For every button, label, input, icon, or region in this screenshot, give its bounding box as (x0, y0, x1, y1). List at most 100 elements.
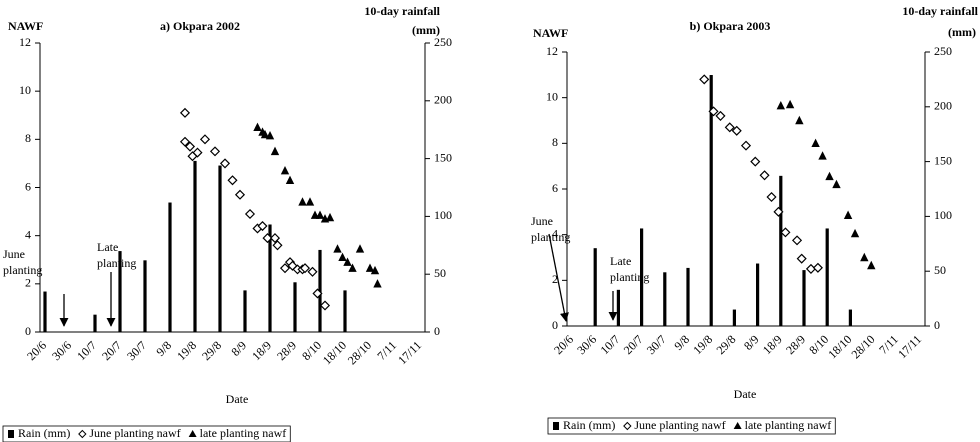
x-tick-label: 20/7 (99, 338, 124, 363)
annotation-arrow (548, 233, 569, 322)
june-point (312, 288, 323, 299)
june-point (272, 240, 283, 251)
x-tick-label: 30/6 (49, 338, 74, 363)
y-tick-label: 0 (25, 324, 31, 338)
late-point (776, 100, 785, 110)
late-point (843, 210, 853, 219)
y-tick-label: 2 (25, 276, 31, 290)
y-tick-label: 8 (25, 131, 31, 145)
x-tick-label: 8/9 (228, 338, 249, 359)
y2-axis-label: 10-day rainfall (902, 4, 978, 18)
rain-bar (802, 270, 806, 326)
june-point (299, 263, 311, 274)
y2-tick-label: 100 (934, 208, 952, 222)
june-point (740, 140, 752, 151)
rain-bar (43, 291, 47, 332)
legend-box (2, 425, 291, 442)
y-tick-label: 12 (546, 44, 558, 58)
x-tick-label: 18/10 (320, 338, 349, 367)
june-point (179, 136, 191, 147)
y2-axis-label: (mm) (412, 23, 440, 37)
y-tick-label: 8 (552, 135, 558, 149)
x-tick-label: 18/10 (825, 332, 854, 361)
late-point (785, 99, 795, 109)
rain-bar (93, 314, 97, 332)
y-tick-label: 6 (25, 179, 31, 193)
june-point (731, 125, 742, 136)
late-point (260, 129, 270, 139)
legend-swatch (733, 422, 742, 429)
june-point (766, 191, 777, 203)
june-point (715, 110, 726, 121)
x-tick-label: 30/7 (124, 338, 149, 363)
x-tick-label: 20/6 (551, 332, 576, 357)
x-tick-label: 28/10 (848, 332, 877, 361)
late-point (795, 115, 804, 125)
rain-bar (616, 289, 620, 326)
y-tick-label: 6 (552, 181, 558, 195)
late-point (253, 122, 262, 131)
chart-title: b) Okpara 2003 (690, 19, 771, 33)
legend-swatch (188, 430, 197, 437)
late-point (832, 179, 841, 189)
y2-tick-label: 250 (934, 44, 952, 58)
rain-bar (593, 248, 597, 326)
rain-bar (732, 309, 736, 326)
june-point (759, 170, 770, 181)
rain-bar (243, 290, 247, 332)
x-tick-label: 8/10 (299, 338, 324, 363)
late-point (338, 252, 347, 262)
x-tick-label: 17/11 (395, 338, 424, 367)
rain-bar (293, 282, 297, 332)
rain-bar (640, 228, 644, 326)
annotation: Late (610, 254, 631, 268)
annotation: planting (610, 270, 649, 284)
chart-title: a) Okpara 2002 (160, 19, 240, 33)
rain-bar (825, 228, 829, 326)
x-tick-label: 20/7 (621, 332, 646, 357)
rain-bar (193, 160, 197, 332)
annotation: Late (97, 240, 118, 254)
x-tick-label: 18/9 (249, 338, 274, 363)
y-tick-label: 0 (552, 318, 558, 332)
june-point (724, 122, 735, 133)
late-point (348, 263, 357, 272)
late-point (860, 252, 869, 262)
june-point (791, 235, 803, 246)
late-point (365, 263, 375, 272)
x-tick-label: 29/8 (199, 338, 224, 363)
rain-bar (756, 263, 760, 326)
y-tick-label: 4 (25, 227, 31, 241)
rain-bar (848, 309, 852, 326)
legend-label: June planting nawf (89, 426, 180, 440)
y2-tick-label: 250 (434, 35, 452, 49)
late-point (265, 131, 275, 140)
late-point (867, 260, 876, 270)
legend-swatch (78, 429, 87, 439)
y-tick-label: 10 (546, 89, 558, 103)
rain-bar (218, 165, 222, 332)
y2-tick-label: 200 (934, 99, 952, 113)
x-tick-label: 17/11 (895, 332, 924, 361)
x-tick-label: 8/9 (741, 332, 762, 353)
y-tick-label: 4 (552, 226, 558, 240)
june-point (262, 233, 273, 244)
june-point (773, 206, 784, 217)
june-point (244, 208, 256, 220)
june-point (812, 262, 823, 273)
june-point (319, 300, 331, 311)
rain-bar (143, 260, 147, 332)
legend-label: June planting nawf (634, 418, 725, 432)
late-point (811, 138, 820, 148)
y2-tick-label: 150 (434, 150, 452, 164)
june-point (184, 141, 196, 152)
june-point (257, 220, 268, 232)
rain-bar (118, 251, 122, 332)
legend-label: late planting nawf (745, 418, 832, 432)
june-point (179, 107, 191, 118)
x-tick-label: 30/7 (644, 332, 669, 357)
june-point (227, 175, 238, 186)
june-point (209, 146, 221, 157)
y-axis-label: NAWF (533, 26, 568, 40)
x-tick-label: 28/9 (274, 338, 299, 363)
